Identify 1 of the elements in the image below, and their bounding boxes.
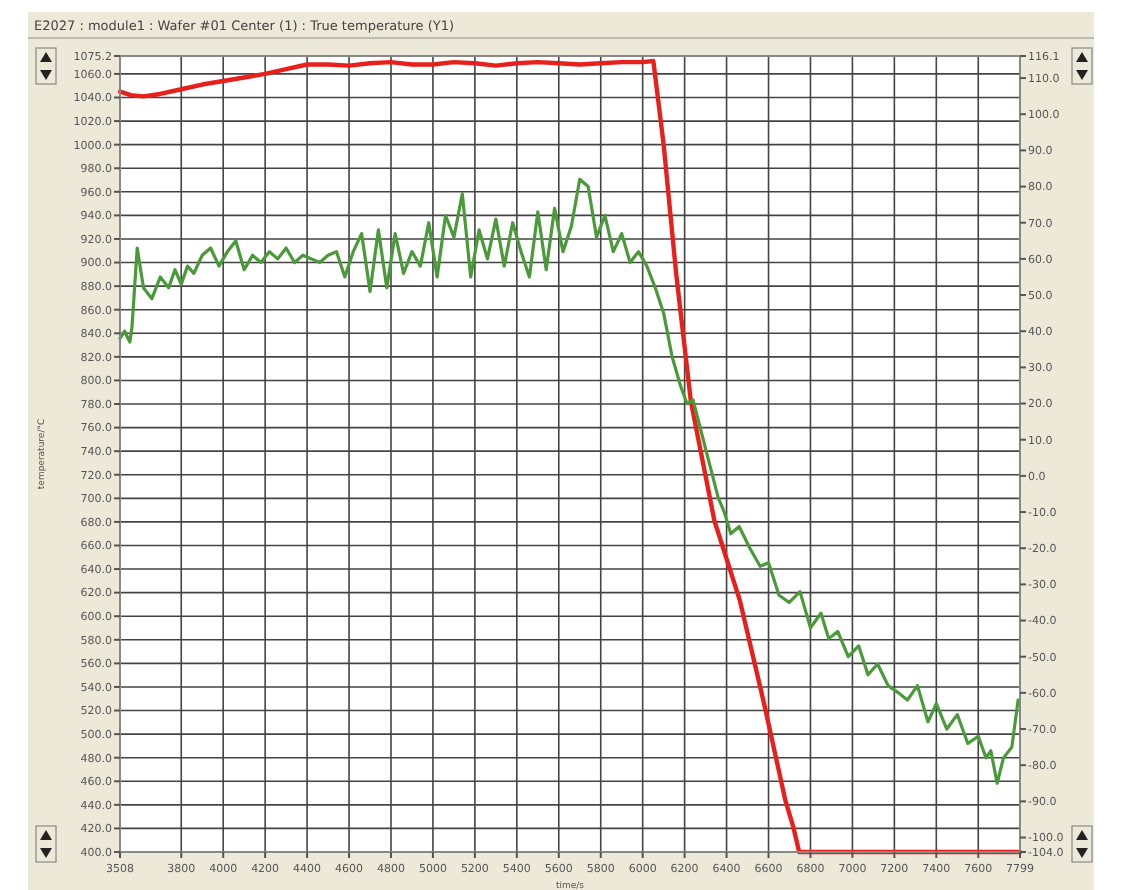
line-series bbox=[118, 177, 1020, 785]
